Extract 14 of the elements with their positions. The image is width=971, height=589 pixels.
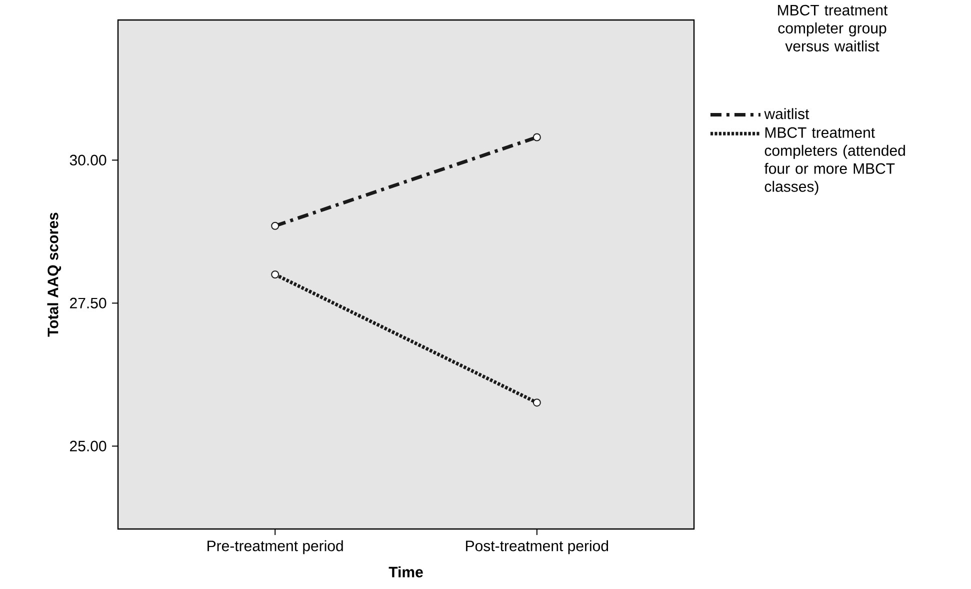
- legend-label: waitlist: [764, 108, 810, 120]
- point: [532, 398, 541, 407]
- x-tick-label: Pre-treatment period: [208, 540, 343, 554]
- point: [271, 270, 280, 278]
- point: [532, 133, 541, 142]
- y-tick-label: 25.00: [70, 440, 106, 452]
- legend-title: MBCT treatment completer group versus waitlist: [778, 4, 888, 52]
- y-tick-label: 30.00: [70, 154, 106, 166]
- y-axis-title: Total AAQ scores: [47, 212, 62, 337]
- x-axis-title: Time: [388, 566, 423, 578]
- y-tick-label: 27.50: [70, 298, 106, 308]
- point: [271, 222, 280, 230]
- legend-label: MBCT treatment completers (attended four or more MBCT classes): [764, 127, 905, 195]
- x-tick-label: Post-treatment period: [466, 540, 608, 554]
